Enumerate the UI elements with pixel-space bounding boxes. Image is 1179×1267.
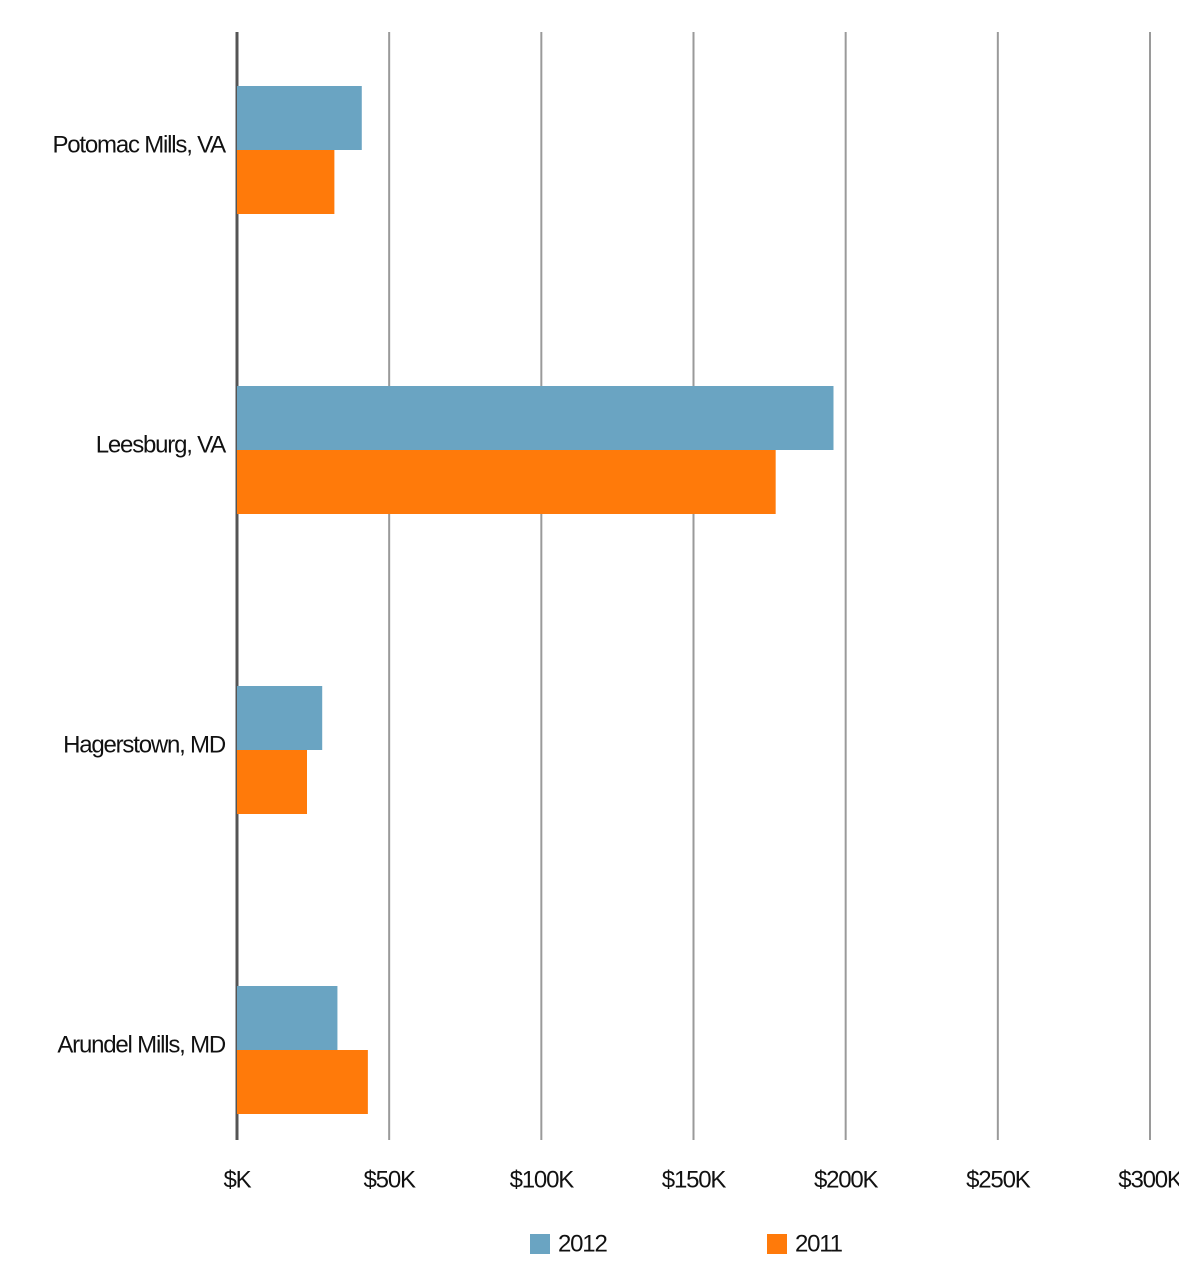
x-tick-label: $300K	[1118, 1166, 1179, 1193]
legend-swatch	[767, 1234, 787, 1254]
y-tick-label: Leesburg, VA	[96, 431, 226, 458]
x-tick-label: $250K	[966, 1166, 1031, 1193]
bar	[237, 686, 323, 750]
x-tick-label: $200K	[814, 1166, 879, 1193]
bar	[237, 386, 834, 450]
bar	[237, 450, 776, 514]
legend-label: 2011	[795, 1230, 843, 1257]
bar	[237, 1050, 368, 1114]
bar	[237, 86, 362, 150]
x-tick-label: $150K	[662, 1166, 727, 1193]
y-tick-label: Arundel Mills, MD	[57, 1031, 226, 1058]
bar	[237, 986, 338, 1050]
x-tick-label: $50K	[364, 1166, 416, 1193]
x-tick-label: $100K	[510, 1166, 575, 1193]
legend-label: 2012	[558, 1230, 607, 1257]
y-tick-label: Potomac Mills, VA	[52, 131, 226, 158]
legend-swatch	[530, 1234, 550, 1254]
y-tick-label: Hagerstown, MD	[63, 731, 226, 758]
x-tick-label: $K	[224, 1166, 252, 1193]
bar	[237, 750, 307, 814]
bar	[237, 150, 335, 214]
